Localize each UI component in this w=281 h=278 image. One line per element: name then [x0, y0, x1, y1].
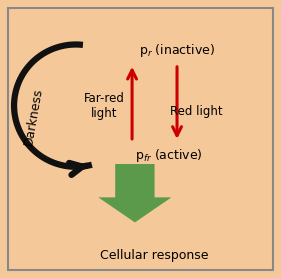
Text: Darkness: Darkness — [22, 87, 45, 147]
Text: p$_r$ (inactive): p$_r$ (inactive) — [139, 41, 215, 59]
Polygon shape — [98, 164, 171, 222]
Text: Cellular response: Cellular response — [100, 249, 209, 262]
Text: Red light: Red light — [170, 105, 223, 118]
Text: p$_{fr}$ (active): p$_{fr}$ (active) — [135, 147, 203, 164]
Text: Far-red
light: Far-red light — [83, 92, 124, 120]
